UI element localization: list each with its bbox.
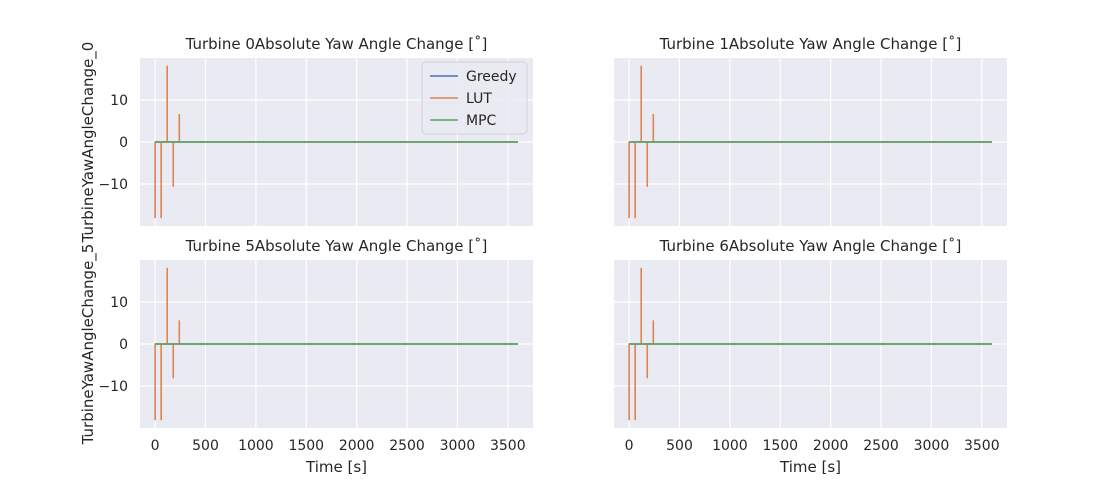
subplot-2: Turbine 5Absolute Yaw Angle Change [˚] −1… — [79, 237, 533, 476]
y-tick-label: 0 — [119, 337, 128, 353]
x-tick-label: 500 — [666, 438, 693, 454]
x-tick-label: 2500 — [389, 438, 425, 454]
x-tick-label: 500 — [192, 438, 219, 454]
subplot-title: Turbine 6Absolute Yaw Angle Change [˚] — [659, 237, 962, 255]
y-tick-label: 0 — [119, 135, 128, 151]
y-axis-label: TurbineYawAngleChange_0 — [79, 42, 98, 244]
x-tick-label: 3500 — [490, 438, 526, 454]
x-tick-label: 1000 — [712, 438, 748, 454]
y-tick-label: −10 — [98, 379, 128, 395]
x-tick-label: 1500 — [762, 438, 798, 454]
x-tick-label: 0 — [151, 438, 160, 454]
legend-label-lut: LUT — [466, 91, 492, 107]
x-tick-label: 0 — [625, 438, 634, 454]
subplot-title: Turbine 0Absolute Yaw Angle Change [˚] — [185, 35, 488, 53]
x-tick-label: 3500 — [964, 438, 1000, 454]
x-tick-label: 3000 — [440, 438, 476, 454]
x-tick-label: 3000 — [914, 438, 950, 454]
subplot-0: Turbine 0Absolute Yaw Angle Change [˚] −1… — [79, 35, 533, 243]
x-tick-label: 1500 — [288, 438, 324, 454]
legend-label-mpc: MPC — [466, 113, 497, 129]
legend-label-greedy: Greedy — [466, 69, 517, 85]
y-tick-label: 10 — [110, 295, 128, 311]
y-axis-label: TurbineYawAngleChange_5 — [79, 244, 98, 446]
x-axis-label: Time [s] — [305, 458, 367, 476]
subplot-title: Turbine 1Absolute Yaw Angle Change [˚] — [659, 35, 962, 53]
legend: Greedy LUT MPC — [421, 61, 528, 135]
x-tick-label: 1000 — [238, 438, 274, 454]
x-tick-label: 2000 — [813, 438, 849, 454]
x-tick-label: 2000 — [339, 438, 375, 454]
y-tick-label: −10 — [98, 177, 128, 193]
y-tick-label: 10 — [110, 93, 128, 109]
x-tick-label: 2500 — [863, 438, 899, 454]
x-axis-label: Time [s] — [779, 458, 841, 476]
legend-box — [421, 61, 528, 135]
subplot-1: Turbine 1Absolute Yaw Angle Change [˚] — [614, 35, 1007, 226]
subplot-title: Turbine 5Absolute Yaw Angle Change [˚] — [185, 237, 488, 255]
subplot-3: Turbine 6Absolute Yaw Angle Change [˚] 0 5… — [614, 237, 1007, 476]
